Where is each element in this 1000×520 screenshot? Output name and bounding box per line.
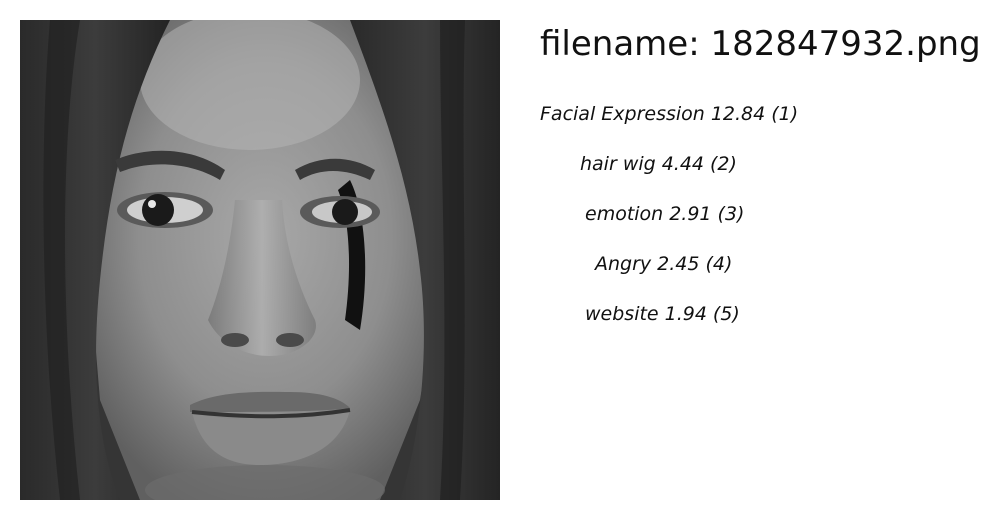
label-name: website: [585, 303, 659, 325]
face-image: [20, 20, 500, 500]
label-name: Facial Expression: [540, 103, 705, 125]
label-rank: (2): [710, 153, 737, 175]
label-score: 2.91: [669, 203, 712, 225]
label-rank: (1): [771, 103, 799, 125]
label-rank: (5): [712, 303, 740, 325]
label-score: 4.44: [661, 153, 705, 175]
label-score: 1.94: [664, 303, 707, 325]
label-row: emotion 2.91 (3): [585, 203, 744, 226]
label-rank: (4): [705, 253, 733, 275]
label-name: Angry: [595, 253, 652, 275]
filename-title: filename: 182847932.png: [540, 24, 981, 65]
label-score: 2.45: [657, 253, 700, 275]
label-score: 12.84: [710, 103, 766, 125]
label-name: emotion: [585, 203, 664, 225]
label-row: website 1.94 (5): [585, 303, 740, 326]
label-row: hair wig 4.44 (2): [580, 153, 737, 176]
label-rank: (3): [717, 203, 745, 225]
label-row: Facial Expression 12.84 (1): [540, 103, 798, 126]
filename-prefix: filename:: [540, 24, 711, 64]
label-name: hair wig: [580, 153, 656, 175]
filename-value: 182847932.png: [710, 24, 981, 64]
label-row: Angry 2.45 (4): [595, 253, 732, 276]
